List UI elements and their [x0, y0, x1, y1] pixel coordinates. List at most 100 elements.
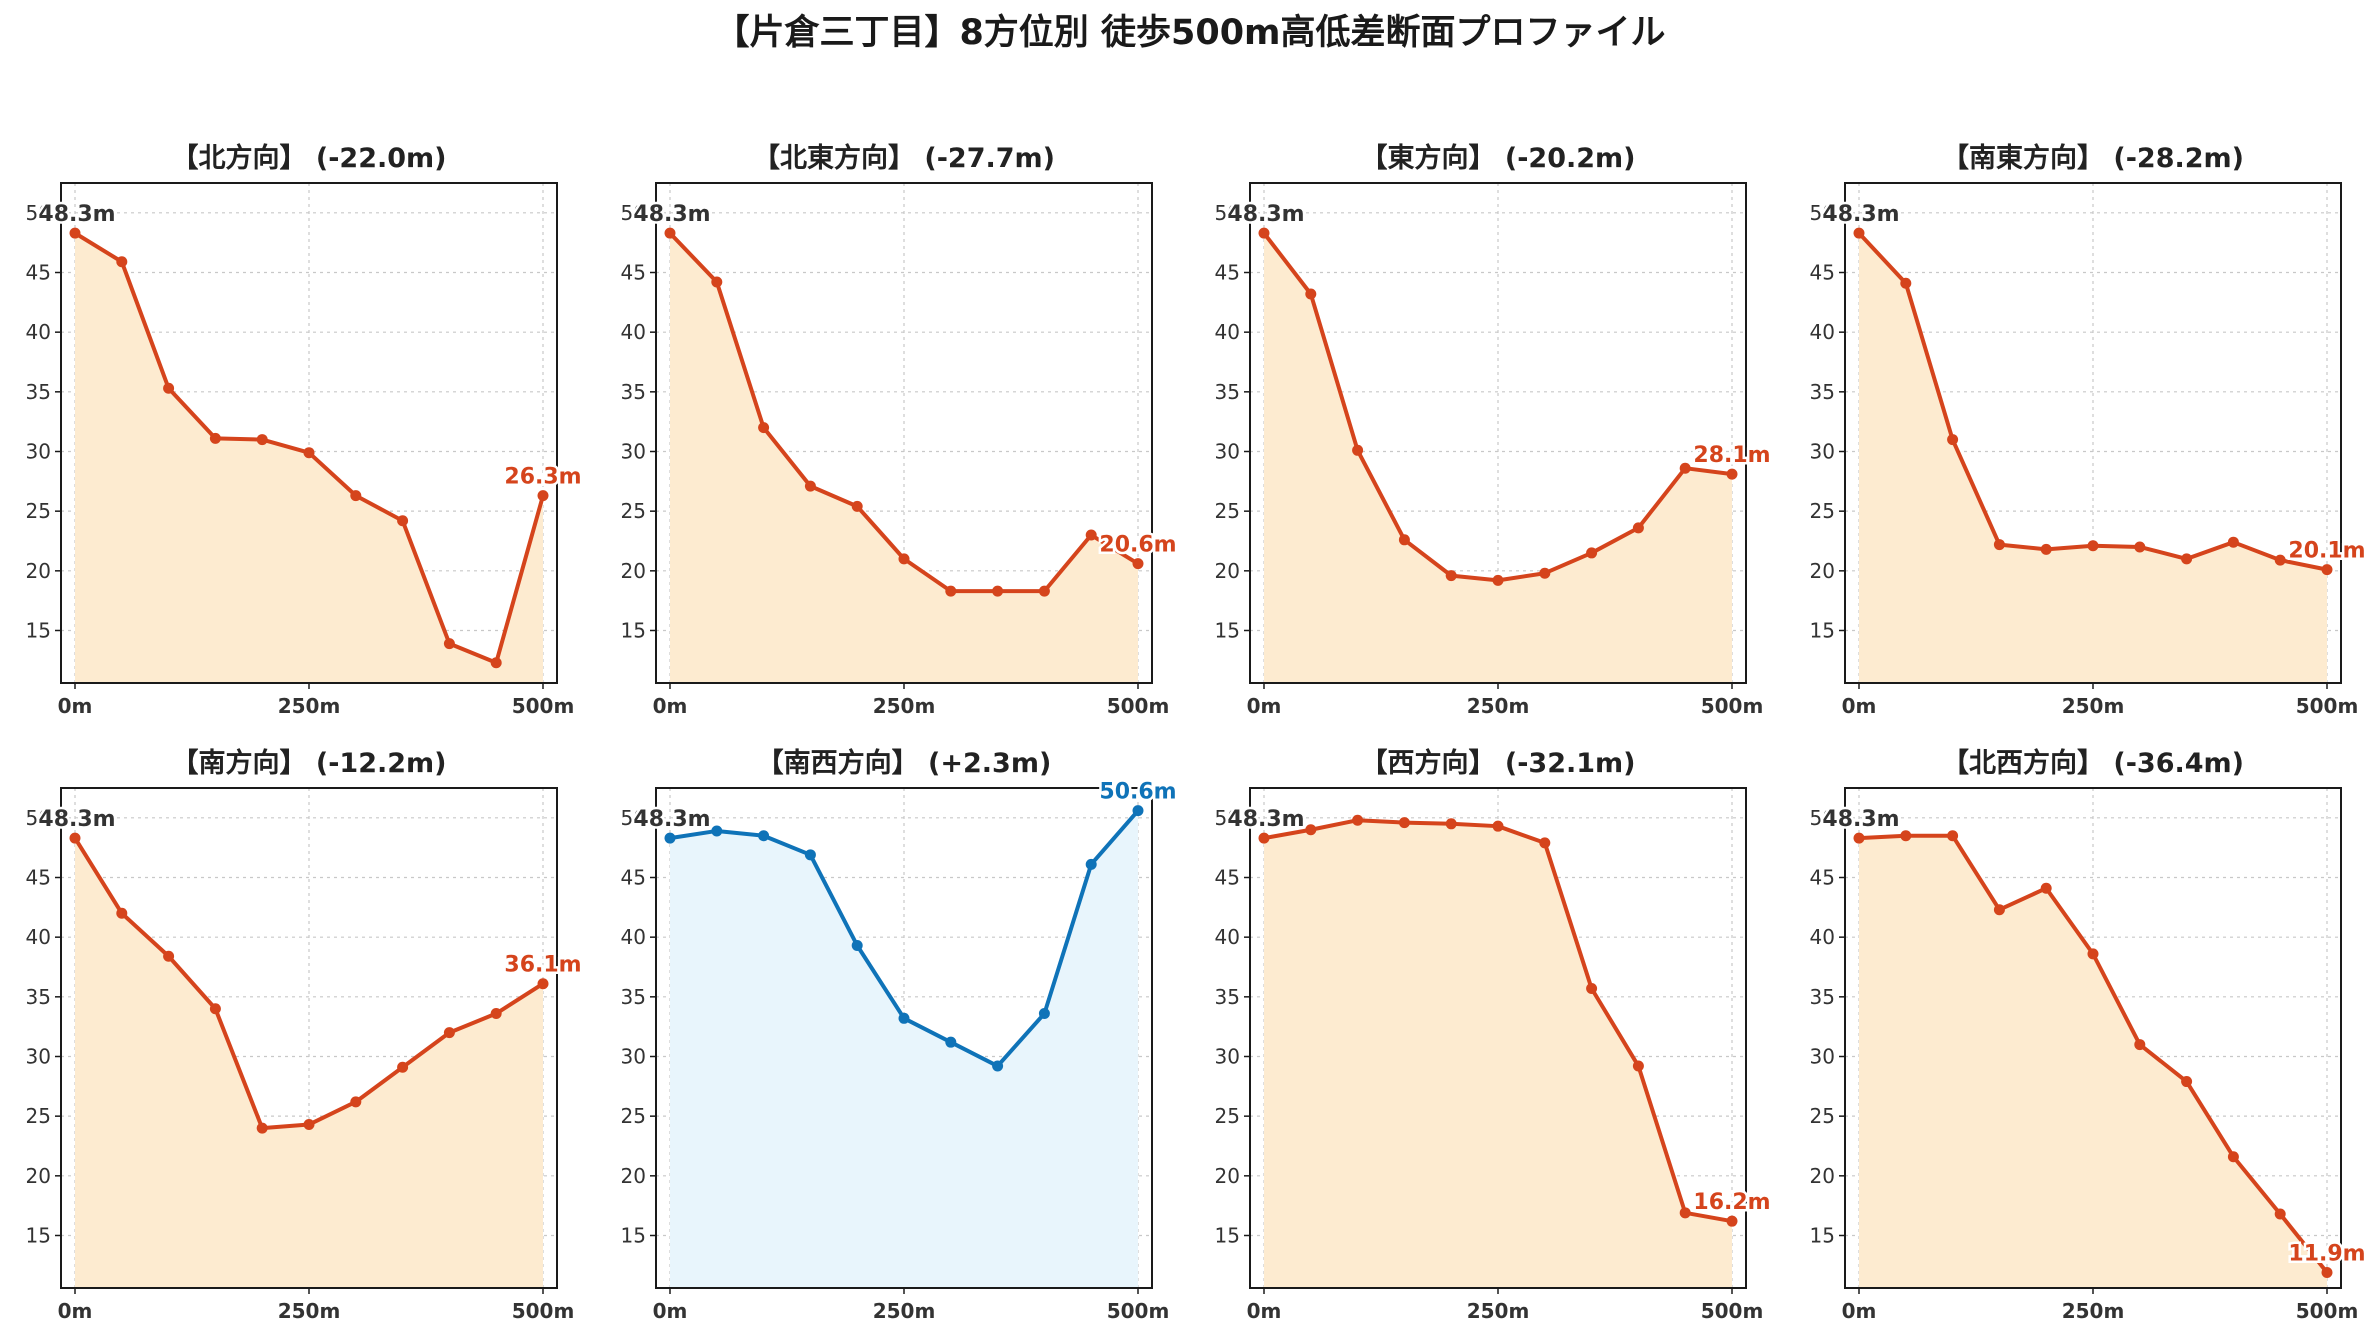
x-tick-label: 500m — [512, 1299, 575, 1323]
y-tick-label: 40 — [26, 320, 51, 344]
profile-panel: 50 45 40 35 30 25 20 15 0m 250m 500m 【南東方向】 (-28.2m… — [1810, 142, 2369, 718]
y-tick-label: 40 — [1215, 925, 1240, 949]
start-elevation-label: 48.3m — [1822, 807, 1899, 832]
x-tick-label: 500m — [1107, 1299, 1170, 1323]
x-tick-label: 0m — [1247, 1299, 1282, 1323]
profile-point — [209, 1003, 221, 1015]
end-elevation-label: 36.1m — [504, 953, 581, 978]
y-tick-label: 20 — [26, 559, 51, 583]
y-tick-label: 25 — [621, 1104, 646, 1128]
profile-point — [1038, 1008, 1050, 1020]
y-tick-label: 50 — [621, 806, 646, 830]
profile-point — [1632, 522, 1644, 534]
profile-point — [992, 1060, 1004, 1072]
x-tick-label: 500m — [1701, 1299, 1764, 1323]
profile-point — [2321, 1266, 2333, 1278]
x-tick-label: 0m — [653, 1299, 688, 1323]
profile-point — [1398, 534, 1410, 546]
end-elevation-label: 28.1m — [1693, 443, 1770, 468]
x-tick-label: 250m — [1467, 1299, 1530, 1323]
x-tick-label: 0m — [1842, 694, 1877, 718]
x-tick-label: 0m — [58, 694, 93, 718]
y-tick-label: 40 — [1810, 925, 1835, 949]
y-tick-label: 30 — [621, 1044, 646, 1068]
profile-point — [945, 585, 957, 597]
y-tick-label: 20 — [1215, 559, 1240, 583]
y-tick-label: 20 — [621, 1164, 646, 1188]
panel-title: 【北西方向】 (-36.4m) — [1942, 747, 2244, 779]
y-tick-label: 40 — [1810, 320, 1835, 344]
profile-panel: 50 45 40 35 30 25 20 15 0m 250m 500m 【北東方向】 (-27.7m… — [621, 142, 1180, 718]
y-tick-label: 45 — [621, 260, 646, 284]
y-tick-label: 35 — [1215, 985, 1240, 1009]
profile-point — [1085, 529, 1097, 541]
profile-point — [804, 480, 816, 492]
y-tick-label: 15 — [1810, 618, 1835, 642]
y-tick-label: 40 — [1215, 320, 1240, 344]
profile-point — [490, 657, 502, 669]
x-tick-label: 0m — [58, 1299, 93, 1323]
x-tick-label: 250m — [278, 1299, 341, 1323]
y-tick-label: 45 — [1215, 865, 1240, 889]
y-tick-label: 50 — [1810, 806, 1835, 830]
profile-point — [537, 978, 549, 990]
profile-point — [1726, 468, 1738, 480]
profile-point — [945, 1036, 957, 1048]
start-elevation-label: 48.3m — [633, 202, 710, 227]
profile-point — [2087, 948, 2099, 960]
profile-point — [1679, 462, 1691, 474]
y-tick-label: 15 — [26, 1223, 51, 1247]
profile-point — [1305, 824, 1317, 836]
profile-point — [664, 832, 676, 844]
profile-point — [1726, 1215, 1738, 1227]
profile-point — [443, 1027, 455, 1039]
y-tick-label: 35 — [26, 380, 51, 404]
y-tick-label: 15 — [26, 618, 51, 642]
profile-point — [116, 907, 128, 919]
profile-point — [2134, 541, 2146, 553]
y-tick-label: 50 — [26, 201, 51, 225]
profile-point — [2274, 554, 2286, 566]
profile-point — [711, 276, 723, 288]
profile-point — [397, 1061, 409, 1073]
end-elevation-label: 20.6m — [1099, 533, 1176, 558]
profile-point — [350, 490, 362, 502]
profile-point — [1352, 814, 1364, 826]
y-tick-label: 30 — [1215, 439, 1240, 463]
y-tick-label: 25 — [621, 499, 646, 523]
profile-point — [163, 950, 175, 962]
y-tick-label: 35 — [1810, 380, 1835, 404]
panel-title: 【南東方向】 (-28.2m) — [1942, 142, 2244, 174]
profile-point — [804, 849, 816, 861]
y-tick-label: 15 — [621, 618, 646, 642]
y-tick-label: 50 — [1215, 201, 1240, 225]
y-tick-label: 35 — [1810, 985, 1835, 1009]
profile-point — [537, 490, 549, 502]
profile-point — [69, 227, 81, 239]
profile-panel: 50 45 40 35 30 25 20 15 0m 250m 500m 【南西方向】 (+2.3m)… — [621, 747, 1180, 1323]
profile-point — [2181, 553, 2193, 565]
y-tick-label: 35 — [621, 380, 646, 404]
profile-point — [898, 553, 910, 565]
x-tick-label: 500m — [512, 694, 575, 718]
profile-point — [397, 515, 409, 527]
figure-title: 【片倉三丁目】8方位別 徒歩500m高低差断面プロファイル — [714, 13, 1665, 53]
panel-title: 【西方向】 (-32.1m) — [1360, 747, 1635, 779]
profile-point — [1679, 1207, 1691, 1219]
profile-panel: 50 45 40 35 30 25 20 15 0m 250m 500m 【西方向】 (-32.1m)… — [1215, 747, 1774, 1323]
x-tick-label: 0m — [653, 694, 688, 718]
profile-point — [1132, 805, 1144, 817]
y-tick-label: 30 — [26, 1044, 51, 1068]
y-tick-label: 30 — [26, 439, 51, 463]
y-tick-label: 25 — [1810, 499, 1835, 523]
y-tick-label: 25 — [1215, 1104, 1240, 1128]
y-tick-label: 50 — [1810, 201, 1835, 225]
x-tick-label: 0m — [1842, 1299, 1877, 1323]
profile-point — [163, 382, 175, 394]
y-tick-label: 30 — [621, 439, 646, 463]
profile-point — [851, 500, 863, 512]
profile-point — [2181, 1076, 2193, 1088]
y-tick-label: 15 — [1215, 618, 1240, 642]
profile-point — [1993, 904, 2005, 916]
